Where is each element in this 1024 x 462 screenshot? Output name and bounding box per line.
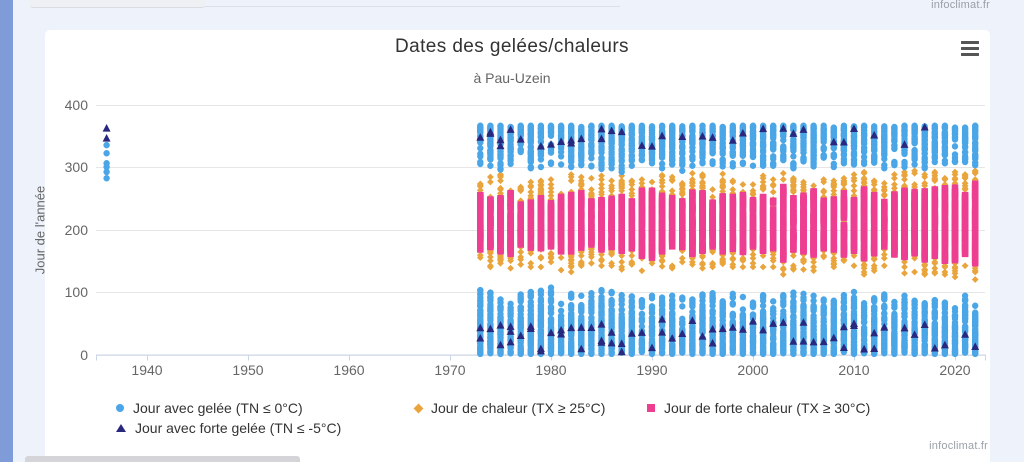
legend-item-chaleur[interactable]: Jour de chaleur (TX ≥ 25°C) bbox=[413, 400, 606, 416]
partial-element-below bbox=[25, 456, 300, 462]
triangle-marker-icon bbox=[116, 424, 126, 432]
y-tick-label: 0 bbox=[80, 346, 88, 363]
circle-marker-icon bbox=[116, 404, 124, 412]
legend-label: Jour de chaleur (TX ≥ 25°C) bbox=[431, 400, 606, 416]
y-tick-label: 200 bbox=[64, 221, 88, 238]
x-tick-label: 1990 bbox=[636, 362, 668, 378]
legend-item-forte-gelee[interactable]: Jour avec forte gelée (TN ≤ -5°C) bbox=[116, 420, 341, 436]
y-axis-title: Jour de l'année bbox=[32, 185, 48, 275]
x-tick-label: 2010 bbox=[838, 362, 870, 378]
chart-subtitle: à Pau-Uzein bbox=[473, 70, 551, 86]
legend-label: Jour de forte chaleur (TX ≥ 30°C) bbox=[664, 400, 871, 416]
y-tick-label: 100 bbox=[64, 284, 88, 300]
diamond-marker-icon bbox=[413, 403, 424, 413]
hamburger-icon bbox=[961, 41, 979, 44]
y-tick-label: 300 bbox=[64, 159, 88, 175]
x-tick-label: 1960 bbox=[333, 362, 365, 378]
y-tick-label: 400 bbox=[64, 96, 88, 113]
legend-label: Jour avec gelée (TN ≤ 0°C) bbox=[133, 400, 303, 416]
legend-label: Jour avec forte gelée (TN ≤ -5°C) bbox=[135, 420, 342, 436]
legend-item-forte-chaleur[interactable]: Jour de forte chaleur (TX ≥ 30°C) bbox=[647, 400, 870, 416]
x-tick-label: 1950 bbox=[232, 362, 264, 378]
chart-title: Dates des gelées/chaleurs bbox=[395, 36, 629, 57]
legend-item-gelee[interactable]: Jour avec gelée (TN ≤ 0°C) bbox=[116, 400, 303, 416]
chart-context-menu-button[interactable] bbox=[961, 41, 981, 57]
x-tick-label: 1970 bbox=[434, 362, 466, 378]
x-tick-label: 1940 bbox=[131, 362, 163, 378]
x-tick-label: 2000 bbox=[737, 362, 769, 378]
square-marker-icon bbox=[647, 404, 655, 412]
infoclimat-watermark-bottom: infoclimat.fr bbox=[929, 440, 988, 452]
x-tick-label: 2020 bbox=[939, 362, 971, 378]
x-tick-label: 1980 bbox=[535, 362, 567, 378]
